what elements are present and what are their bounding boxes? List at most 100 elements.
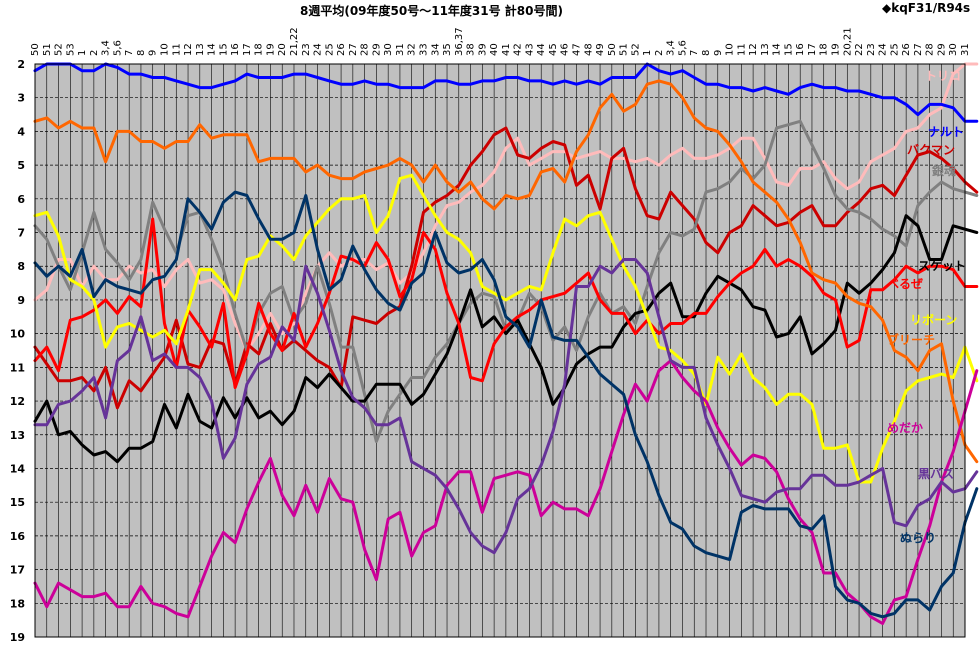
x-tick-label: 13 xyxy=(760,43,771,56)
plot-border xyxy=(34,63,966,638)
x-tick-label: 32 xyxy=(407,43,418,56)
x-tick-label: 3,4 xyxy=(666,40,677,56)
x-tick-label: 11 xyxy=(736,43,747,56)
series-label: めだか xyxy=(887,421,923,435)
x-tick-label: 29 xyxy=(371,43,382,56)
x-tick-label: 44 xyxy=(536,43,547,56)
x-tick-label: 16 xyxy=(795,43,806,56)
series-label: スケット xyxy=(918,259,966,273)
y-tick-label: 12 xyxy=(10,395,25,408)
y-tick-label: 10 xyxy=(10,328,26,341)
series-lines xyxy=(33,62,979,625)
x-tick-label: 17 xyxy=(242,43,253,56)
y-tick-label: 3 xyxy=(17,92,25,105)
x-tick-label: 7 xyxy=(124,50,135,56)
x-tick-label: 28 xyxy=(360,43,371,56)
series-label: トリコ xyxy=(925,69,961,83)
x-tick-label: 35 xyxy=(442,43,453,56)
y-tick-label: 18 xyxy=(10,597,25,610)
x-tick-label: 28 xyxy=(925,43,936,56)
x-tick-label: 34 xyxy=(430,43,441,56)
x-tick-label: 41 xyxy=(501,43,512,56)
y-tick-label: 15 xyxy=(10,496,25,509)
y-tick-label: 6 xyxy=(17,193,25,206)
series-line xyxy=(33,79,979,464)
series-line xyxy=(33,190,979,619)
x-tick-label: 18 xyxy=(254,43,265,56)
x-tick-label: 16 xyxy=(230,43,241,56)
series-label: ぬらり xyxy=(900,531,936,545)
x-tick-label: 8 xyxy=(701,50,712,56)
series-line xyxy=(33,258,979,555)
x-tick-label: 7 xyxy=(689,50,700,56)
x-tick-label: 2 xyxy=(654,50,665,56)
x-tick-label: 20,21 xyxy=(842,27,853,56)
x-tick-label: 5,6 xyxy=(112,40,123,56)
series-label: 銀魂 xyxy=(931,163,956,178)
x-tick-label: 19 xyxy=(831,43,842,56)
y-tick-label: 16 xyxy=(10,530,26,543)
x-tick-label: 11 xyxy=(171,43,182,56)
x-tick-label: 18 xyxy=(819,43,830,56)
x-tick-label: 33 xyxy=(418,43,429,56)
x-tick-label: 19 xyxy=(265,43,276,56)
series-line xyxy=(33,126,979,410)
y-tick-label: 4 xyxy=(17,125,25,138)
x-tick-label: 24 xyxy=(878,43,889,56)
x-tick-label: 2 xyxy=(89,50,100,56)
y-tick-label: 7 xyxy=(17,227,25,240)
series-label: べるぜ xyxy=(887,277,923,291)
x-tick-label: 22 xyxy=(854,43,865,56)
y-tick-label: 9 xyxy=(17,294,25,307)
x-tick-label: 30 xyxy=(948,43,959,56)
x-tick-label: 8 xyxy=(136,50,147,56)
y-axis-tick-labels: 2 3 4 5 6 7 8 9 10 11 12 13 14 15 16 17 18 19 xyxy=(10,58,26,644)
x-tick-label: 9 xyxy=(148,50,159,56)
series-label: 黒バス xyxy=(918,467,954,481)
series-label: リボーン xyxy=(910,312,957,327)
series-label: ナルト xyxy=(928,125,964,139)
x-tick-label: 21,22 xyxy=(289,27,300,56)
x-tick-label: 13 xyxy=(195,43,206,56)
x-tick-label: 3,4 xyxy=(101,40,112,56)
x-tick-label: 23 xyxy=(866,43,877,56)
y-tick-label: 19 xyxy=(10,631,25,644)
x-tick-label: 50 xyxy=(30,43,41,56)
series-line xyxy=(33,359,979,625)
x-tick-label: 27 xyxy=(913,43,924,56)
x-tick-label: 24 xyxy=(313,43,324,56)
x-tick-label: 50 xyxy=(607,43,618,56)
series-label: バクマン xyxy=(907,143,955,157)
corner-label: ◆kqF31/R94s xyxy=(882,1,970,15)
x-tick-label: 14 xyxy=(207,43,218,56)
series-line xyxy=(33,119,979,443)
x-tick-label: 12 xyxy=(183,43,194,56)
x-tick-label: 43 xyxy=(524,43,535,56)
x-tick-label: 25 xyxy=(889,43,900,56)
x-tick-label: 14 xyxy=(772,43,783,56)
x-tick-label: 17 xyxy=(807,43,818,56)
x-tick-label: 30 xyxy=(383,43,394,56)
x-tick-label: 20 xyxy=(277,43,288,56)
x-tick-label: 38 xyxy=(466,43,477,56)
x-tick-label: 31 xyxy=(960,43,971,56)
chart-title: 8週平均(09年度50号～11年度31号 計80号間) xyxy=(300,3,563,18)
x-tick-label: 12 xyxy=(748,43,759,56)
x-tick-label: 47 xyxy=(572,43,583,56)
y-tick-label: 2 xyxy=(17,58,25,71)
x-tick-label: 52 xyxy=(630,43,641,56)
y-tick-label: 14 xyxy=(10,462,26,475)
x-tick-label: 26 xyxy=(336,43,347,56)
x-tick-label: 26 xyxy=(901,43,912,56)
series-line xyxy=(33,62,979,123)
x-tick-label: 49 xyxy=(595,43,606,56)
y-tick-label: 8 xyxy=(17,260,25,273)
y-tick-label: 17 xyxy=(10,564,25,577)
x-tick-label: 1 xyxy=(77,50,88,56)
x-tick-label: 23 xyxy=(301,43,312,56)
x-tick-label: 10 xyxy=(725,43,736,56)
x-tick-label: 45 xyxy=(548,43,559,56)
series-line xyxy=(33,173,979,484)
